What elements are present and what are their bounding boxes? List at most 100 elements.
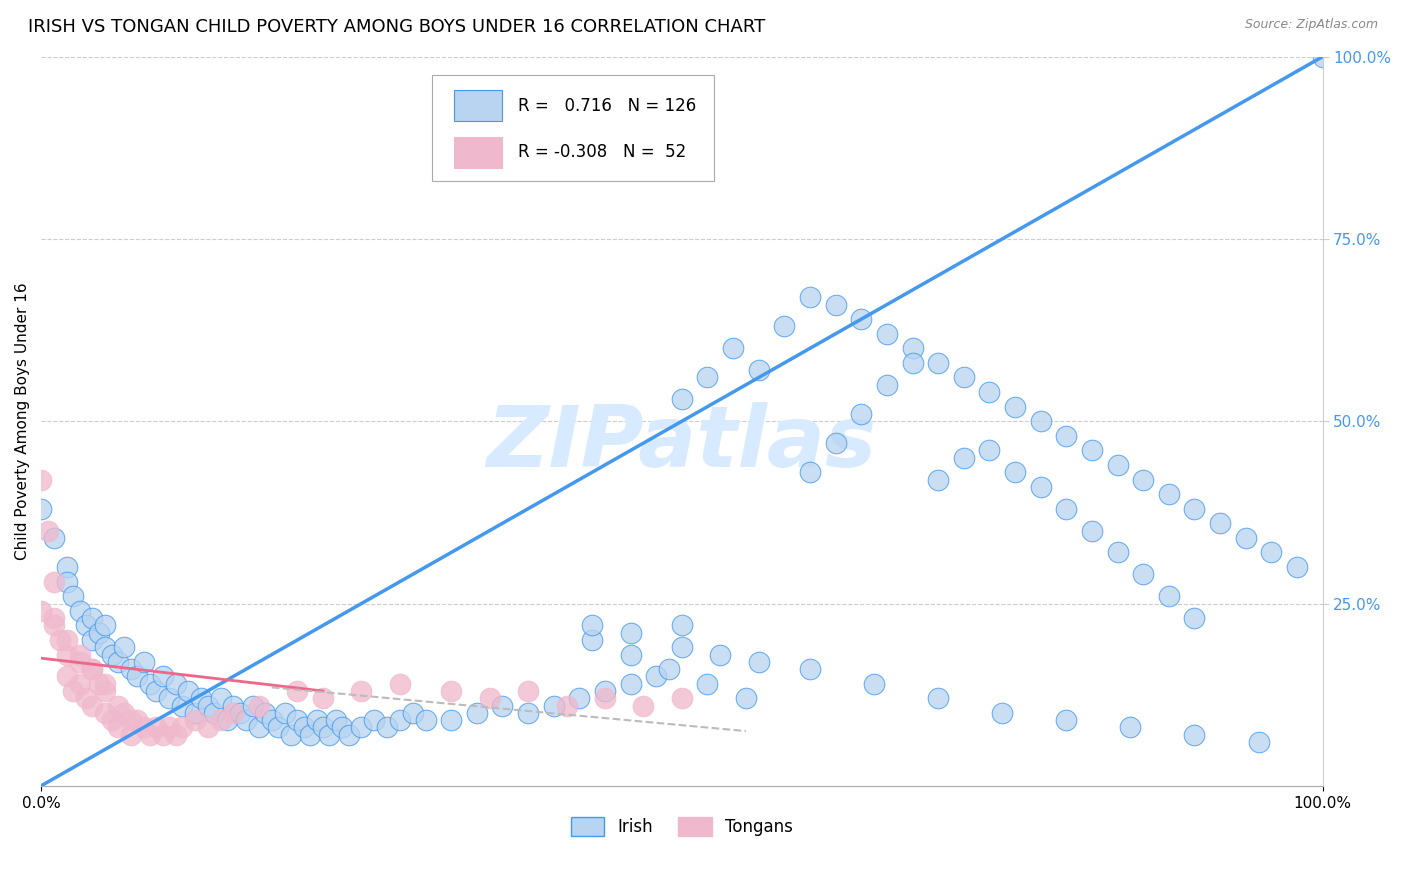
Point <box>748 363 770 377</box>
Point <box>132 655 155 669</box>
Point <box>87 676 110 690</box>
Point <box>1107 545 1129 559</box>
Point <box>491 698 513 713</box>
Point <box>209 713 232 727</box>
Point <box>1247 735 1270 749</box>
Point <box>55 632 77 647</box>
Point <box>184 713 207 727</box>
Point <box>107 655 129 669</box>
Point <box>299 728 322 742</box>
Point <box>152 669 174 683</box>
Point <box>120 662 142 676</box>
Text: Source: ZipAtlas.com: Source: ZipAtlas.com <box>1244 18 1378 31</box>
Point <box>152 728 174 742</box>
Text: R =   0.716   N = 126: R = 0.716 N = 126 <box>517 96 696 114</box>
Text: R = -0.308   N =  52: R = -0.308 N = 52 <box>517 144 686 161</box>
Point <box>287 713 309 727</box>
Point <box>318 728 340 742</box>
Point <box>593 684 616 698</box>
Point <box>139 728 162 742</box>
Point <box>242 698 264 713</box>
Point <box>748 655 770 669</box>
Point <box>157 721 180 735</box>
Point <box>1029 414 1052 428</box>
Point <box>517 706 540 720</box>
Point <box>82 662 104 676</box>
Point <box>82 611 104 625</box>
Point <box>581 632 603 647</box>
Point <box>927 691 949 706</box>
Point <box>568 691 591 706</box>
Point <box>120 728 142 742</box>
Point <box>132 721 155 735</box>
Point <box>94 684 117 698</box>
Point <box>305 713 328 727</box>
Point <box>876 326 898 341</box>
Point <box>177 684 200 698</box>
Point <box>292 721 315 735</box>
Point <box>1285 560 1308 574</box>
Point <box>229 706 252 720</box>
Point <box>721 341 744 355</box>
Point <box>247 721 270 735</box>
Point <box>120 713 142 727</box>
Point <box>247 698 270 713</box>
Point <box>1184 728 1206 742</box>
Point <box>30 501 52 516</box>
Point <box>69 648 91 662</box>
Point <box>1004 400 1026 414</box>
Point <box>260 713 283 727</box>
Point <box>235 713 257 727</box>
Point <box>222 698 245 713</box>
Point <box>927 473 949 487</box>
Point <box>863 676 886 690</box>
Point <box>62 684 84 698</box>
Point <box>1054 713 1077 727</box>
FancyBboxPatch shape <box>454 90 502 121</box>
Point <box>37 524 59 538</box>
Point <box>273 706 295 720</box>
Point <box>671 691 693 706</box>
Point <box>851 407 873 421</box>
Point <box>330 721 353 735</box>
Point <box>1132 473 1154 487</box>
Point <box>42 611 65 625</box>
Text: ZIPatlas: ZIPatlas <box>486 401 877 484</box>
Point <box>197 721 219 735</box>
Point <box>440 684 463 698</box>
Point <box>671 618 693 632</box>
Point <box>82 662 104 676</box>
Point <box>1234 531 1257 545</box>
Point <box>619 676 641 690</box>
Point <box>165 728 187 742</box>
Point <box>139 676 162 690</box>
Point <box>107 698 129 713</box>
Point <box>555 698 578 713</box>
Point <box>388 713 411 727</box>
Point <box>75 618 97 632</box>
Point <box>75 691 97 706</box>
Point <box>415 713 437 727</box>
Point <box>440 713 463 727</box>
Point <box>991 706 1014 720</box>
Point <box>1081 524 1104 538</box>
Point <box>112 706 135 720</box>
Point <box>671 392 693 407</box>
Point <box>1157 487 1180 501</box>
Point <box>215 713 238 727</box>
Point <box>824 436 846 450</box>
Point <box>1184 501 1206 516</box>
Point <box>55 669 77 683</box>
Point <box>312 691 335 706</box>
Point <box>952 450 974 465</box>
Point <box>350 684 373 698</box>
Point <box>388 676 411 690</box>
Point <box>69 676 91 690</box>
Point <box>350 721 373 735</box>
Point <box>645 669 668 683</box>
Point <box>69 604 91 618</box>
Point <box>100 648 122 662</box>
Point <box>165 676 187 690</box>
Point <box>671 640 693 655</box>
Point <box>619 648 641 662</box>
